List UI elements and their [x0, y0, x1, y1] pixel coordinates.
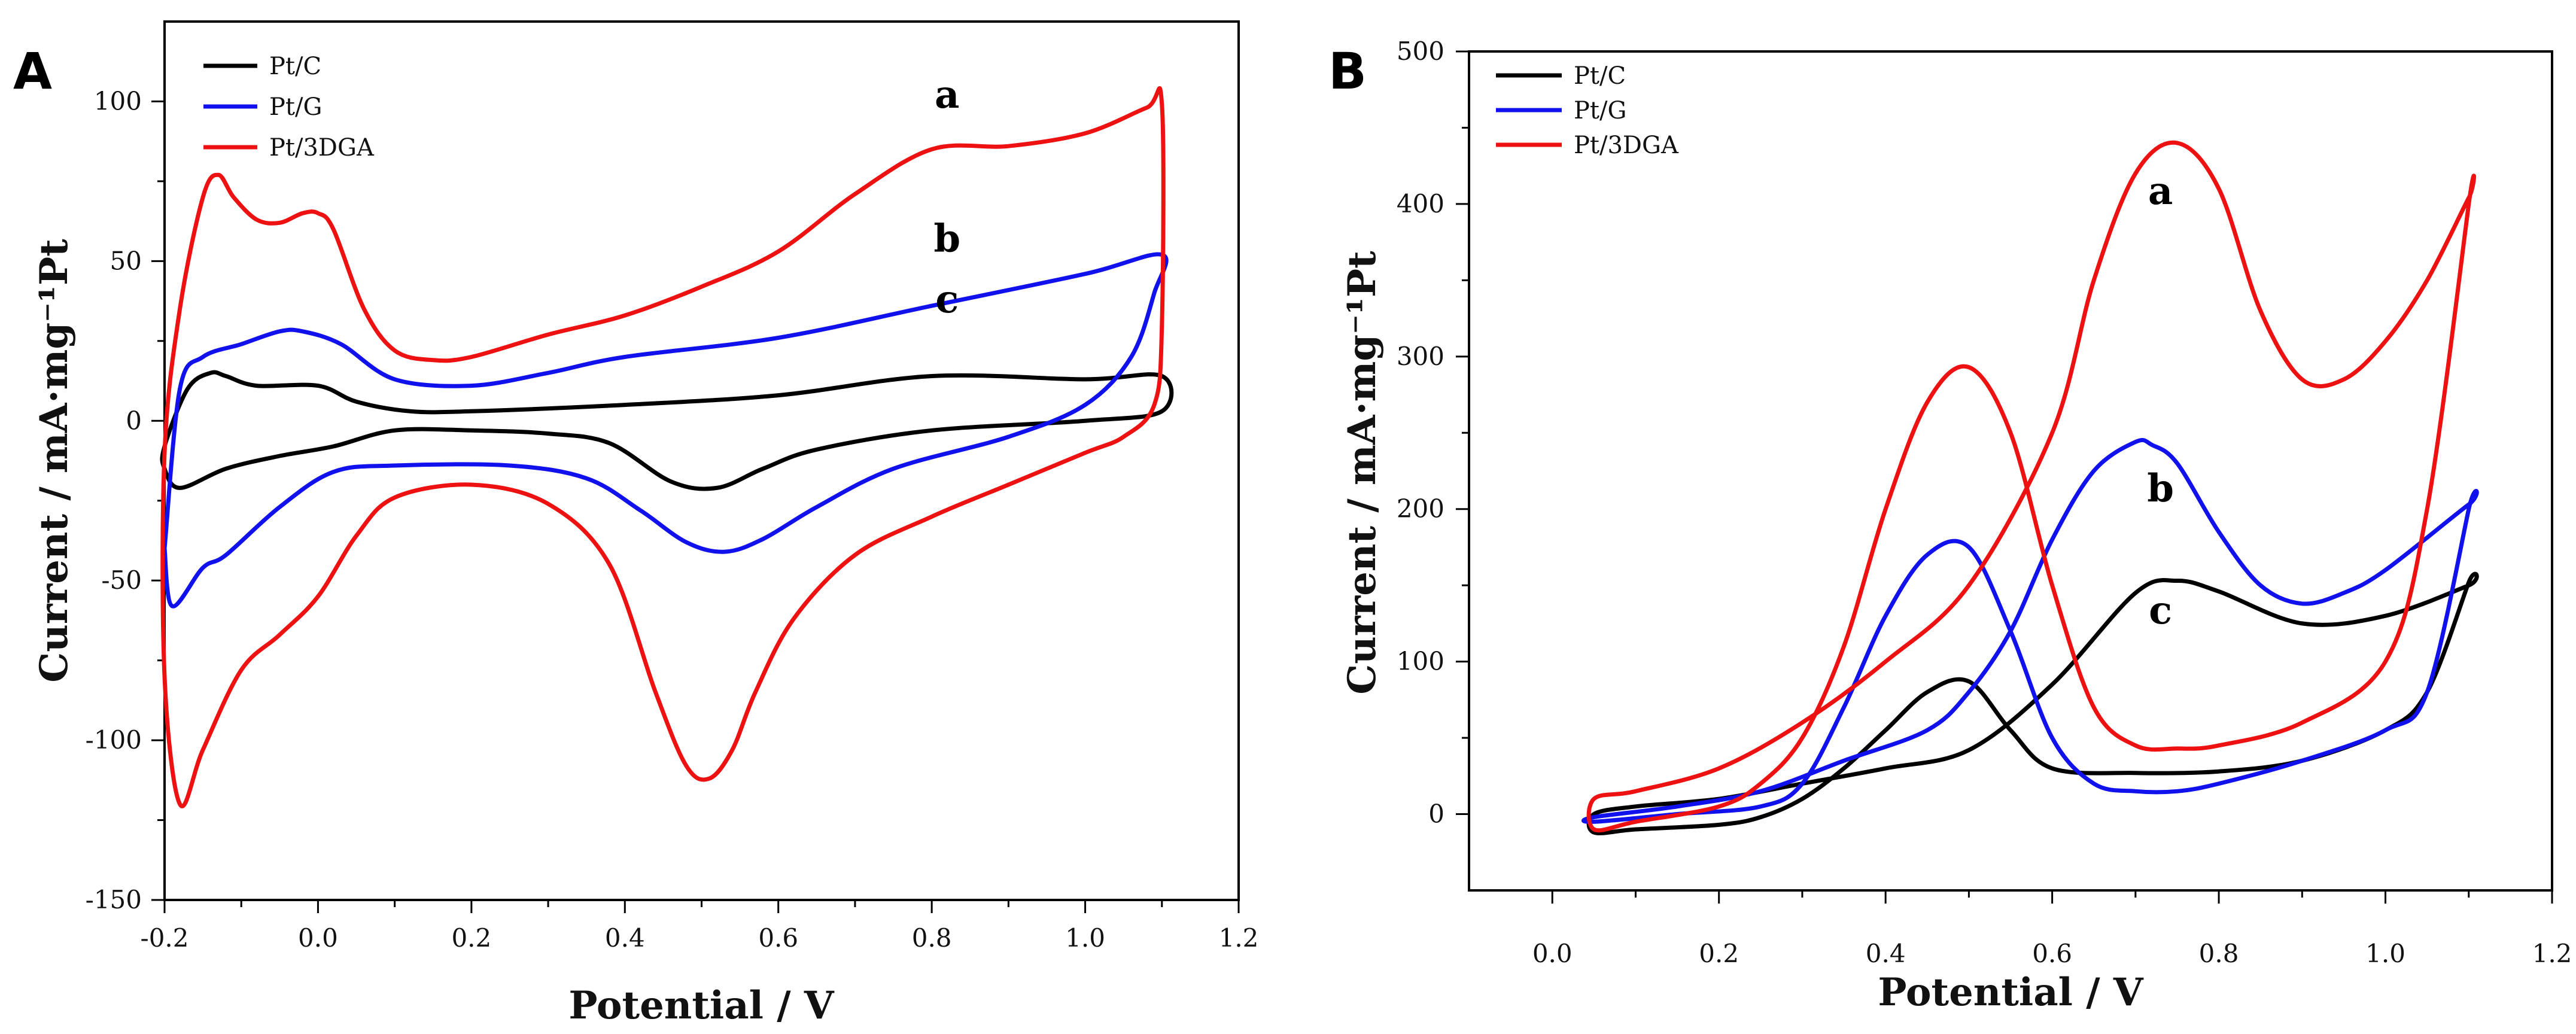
panel-b-y-tick-label: 300 — [1397, 342, 1444, 371]
panel-a-y-tick-label: -50 — [101, 565, 142, 595]
panel-a-chart: A -0.2 0.0 0.2 0.4 0.6 0.8 1.0 1.2 -150 -100 -50 0 5… — [13, 20, 1259, 1028]
panel-a-x-tick-label: 1.2 — [1219, 923, 1259, 953]
panel-b-x-tick-label: 0.8 — [2199, 939, 2239, 968]
panel-b-curve-label-b: b — [2147, 466, 2174, 511]
panel-a-x-tick-label: 0.2 — [451, 923, 491, 953]
panel-b-y-axis-title: Current / mA·mg⁻¹Pt — [1340, 251, 1385, 695]
panel-b-x-tick-label: 1.0 — [2365, 939, 2405, 968]
panel-a-x-tick-label: 0.4 — [605, 923, 645, 953]
panel-a-x-tick-label: -0.2 — [141, 923, 189, 953]
panel-a-y-tick-label: -150 — [86, 885, 142, 914]
panel-a-x-axis-title: Potential / V — [568, 983, 835, 1028]
panel-a-legend-label: Pt/G — [269, 93, 322, 121]
panel-b-x-tick-label: 0.2 — [1699, 939, 1739, 968]
panel-a-x-tick-label: 0.0 — [298, 923, 338, 953]
panel-b-letter: B — [1328, 42, 1367, 101]
panel-a-letter: A — [13, 42, 52, 101]
panel-a-curve-label-b: b — [933, 216, 960, 261]
panel-a-series-pt-c-line — [160, 370, 1174, 491]
panel-b-x-tick-label: 0.6 — [2032, 939, 2072, 968]
panel-b-curve-label-c: c — [2149, 588, 2172, 633]
panel-b-y-tick-label: 500 — [1397, 37, 1444, 66]
panel-b-chart: B 0.0 0.2 0.4 0.6 0.8 1.0 1.2 0 100 200 300 400 500 P… — [1328, 37, 2572, 1015]
panel-b-legend-label: Pt/3DGA — [1574, 132, 1679, 159]
panel-a-x-tick-label: 1.0 — [1065, 923, 1105, 953]
panel-a-y-axis-title: Current / mA·mg⁻¹Pt — [32, 239, 77, 683]
panel-a-legend-label: Pt/C — [269, 53, 321, 80]
panel-b-x-tick-label: 0.4 — [1866, 939, 1906, 968]
panel-b-x-tick-label: 1.2 — [2532, 939, 2572, 968]
panel-a-x-tick-label: 0.8 — [912, 923, 952, 953]
panel-a-x-tick-label: 0.6 — [758, 923, 798, 953]
panel-b-y-tick-label: 400 — [1397, 189, 1444, 218]
panel-b-y-tick-label: 200 — [1397, 494, 1444, 524]
panel-a-y-tick-label: 0 — [126, 406, 142, 435]
panel-b-x-tick-label: 0.0 — [1532, 939, 1573, 968]
panel-b-legend-label: Pt/C — [1574, 62, 1626, 90]
panel-b-y-tick-label: 100 — [1397, 647, 1444, 676]
panel-b-legend-label: Pt/G — [1574, 97, 1626, 124]
panel-b-curve-label-a: a — [2148, 169, 2173, 214]
panel-b-y-tick-label: 0 — [1428, 799, 1444, 829]
panel-b-series-pt-3dga-line — [1586, 140, 2476, 833]
panel-a-curve-label-c: c — [935, 277, 959, 322]
panel-b-series-pt-g-line — [1581, 437, 2479, 824]
panel-a-series-pt-g-line — [161, 252, 1169, 609]
panel-a-series-pt-3dga-line — [160, 86, 1166, 808]
panel-a-y-tick-label: 100 — [94, 86, 142, 115]
panel-b-plot-frame — [1468, 50, 2553, 892]
panel-a-y-tick-label: 50 — [110, 246, 142, 275]
panel-a-curve-label-a: a — [935, 72, 959, 117]
panel-b-x-axis-title: Potential / V — [1878, 970, 2144, 1015]
panel-a-y-tick-label: -100 — [86, 725, 142, 755]
panel-a-legend-label: Pt/3DGA — [269, 134, 375, 162]
